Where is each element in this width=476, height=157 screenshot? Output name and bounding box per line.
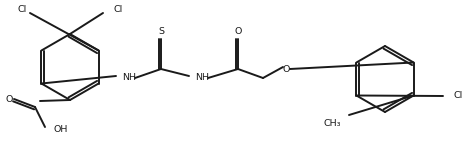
Text: O: O — [5, 95, 13, 103]
Text: CH₃: CH₃ — [324, 119, 341, 127]
Text: O: O — [282, 65, 290, 73]
Text: Cl: Cl — [18, 5, 27, 14]
Text: Cl: Cl — [113, 5, 122, 14]
Text: S: S — [158, 27, 164, 35]
Text: O: O — [234, 27, 242, 35]
Text: NH: NH — [122, 73, 136, 82]
Text: NH: NH — [195, 73, 209, 82]
Text: OH: OH — [53, 125, 68, 135]
Text: Cl: Cl — [453, 92, 462, 100]
